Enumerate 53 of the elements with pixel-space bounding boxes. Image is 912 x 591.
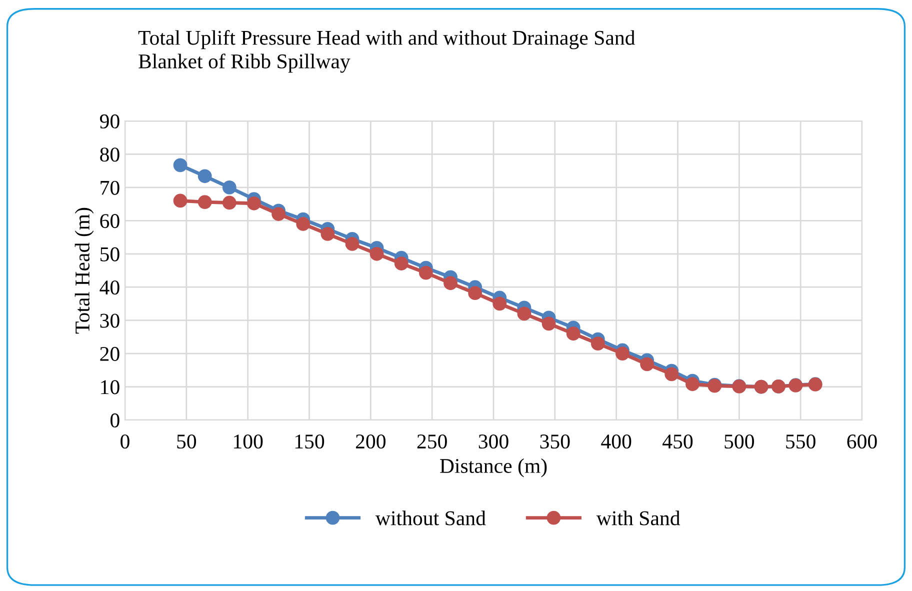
y-tick-label: 30 <box>100 314 120 328</box>
point <box>198 169 212 184</box>
x-tick-label: 350 <box>540 434 570 449</box>
point <box>418 266 433 280</box>
point <box>444 276 458 290</box>
y-tick-label: 90 <box>100 114 120 128</box>
point <box>686 377 700 392</box>
point <box>222 180 236 194</box>
x-tick-label: 250 <box>417 434 447 449</box>
point <box>468 286 482 300</box>
y-tick-label: 60 <box>100 214 120 228</box>
point <box>198 195 212 210</box>
point <box>173 158 188 172</box>
x-tick-label: 300 <box>478 434 508 449</box>
x-axis-title: Distance (m) <box>440 458 547 478</box>
y-tick-label: 20 <box>100 346 120 361</box>
y-tick-label: 50 <box>100 247 120 262</box>
x-tick-label: 150 <box>295 434 324 449</box>
point <box>296 217 310 231</box>
y-tick-label: 80 <box>100 148 120 162</box>
x-tick-label: 450 <box>662 434 693 449</box>
legend-label: with Sand <box>596 510 680 526</box>
point <box>222 196 236 210</box>
x-tick-label: 500 <box>724 434 754 449</box>
point <box>664 367 679 382</box>
y-axis-title: Total Head (m) <box>74 208 94 334</box>
x-tick-label: 600 <box>847 434 877 449</box>
point <box>542 316 556 331</box>
point <box>173 194 188 208</box>
y-tick-label: 10 <box>101 380 120 394</box>
y-tick-label: 70 <box>100 180 120 195</box>
chart-title: Total Uplift Pressure Head with and without Drainage Sand Blanket of Ribb Spillway <box>138 30 636 73</box>
point <box>394 256 408 270</box>
x-tick-label: 400 <box>601 434 632 449</box>
x-tick-label: 50 <box>177 434 196 449</box>
y-tick-label: 0 <box>110 413 120 428</box>
x-tick-label: 550 <box>786 434 816 449</box>
point <box>370 246 384 261</box>
point <box>590 336 605 351</box>
point <box>345 236 360 251</box>
point <box>492 296 507 311</box>
x-tick-label: 0 <box>120 434 130 449</box>
point <box>566 326 580 341</box>
point <box>320 227 335 241</box>
y-tick-label: 40 <box>100 280 120 295</box>
x-tick-label: 200 <box>356 434 386 449</box>
point <box>272 207 286 221</box>
point <box>247 196 261 210</box>
legend-label: without Sand <box>375 510 486 526</box>
point <box>616 346 630 360</box>
point <box>640 357 654 372</box>
point <box>517 306 532 321</box>
x-tick-label: 100 <box>234 434 263 449</box>
